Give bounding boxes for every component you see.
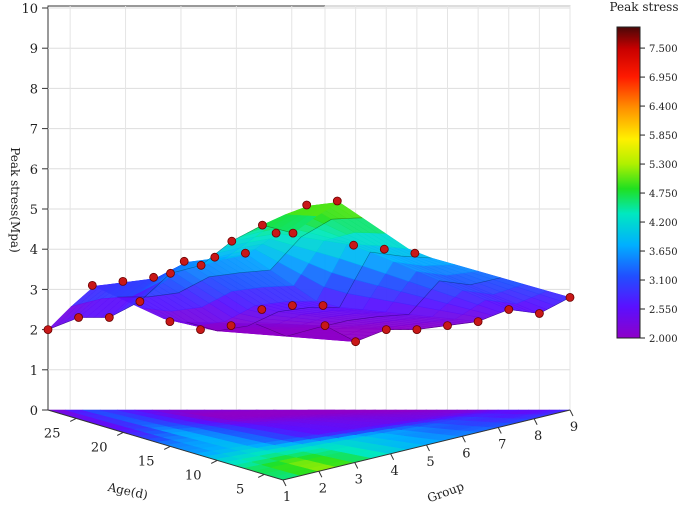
z-tick-label: 6 [30, 163, 38, 178]
age-tick-label: 5 [236, 482, 244, 497]
colorbar-tick-label: 6.400 [649, 102, 678, 113]
data-point [352, 338, 360, 346]
colorbar: Peak stress 2.000 2.550 3.100 3.650 4.200 4.7… [609, 0, 678, 345]
group-tick-label: 3 [355, 473, 363, 488]
z-tick-label: 9 [30, 42, 38, 57]
data-point [197, 261, 205, 269]
group-tick-mark [319, 471, 322, 477]
data-point [505, 306, 513, 314]
z-tick-label: 7 [30, 123, 38, 138]
age-tick-mark [70, 418, 76, 421]
colorbar-gradient [617, 27, 640, 338]
group-tick-mark [462, 436, 465, 442]
data-point [413, 326, 421, 334]
data-point [227, 322, 235, 330]
data-point [136, 298, 144, 306]
colorbar-tick-label: 3.650 [649, 247, 678, 258]
data-point [411, 249, 419, 257]
data-point [444, 322, 452, 330]
data-point [228, 237, 236, 245]
group-tick-label: 6 [462, 446, 470, 461]
age-tick-mark [117, 432, 123, 435]
age-tick-label: 25 [44, 426, 61, 441]
z-tick-label: 3 [30, 283, 38, 298]
colorbar-tick-label: 7.500 [649, 44, 678, 55]
data-point [350, 241, 358, 249]
colorbar-tick-label: 5.300 [649, 160, 678, 171]
colorbar-title: Peak stress [609, 0, 678, 14]
data-point [167, 269, 175, 277]
left-wall [48, 6, 325, 410]
data-point [258, 306, 266, 314]
data-point [566, 293, 574, 301]
group-tick-label: 7 [498, 438, 506, 453]
colorbar-tick-label: 2.000 [649, 334, 678, 345]
group-tick-label: 4 [390, 464, 398, 479]
surface-mesh [48, 202, 570, 342]
y-axis-label: Group [425, 479, 466, 505]
colorbar-tick-label: 6.950 [649, 73, 678, 84]
data-point [380, 245, 388, 253]
group-tick-mark [498, 428, 501, 434]
data-point [289, 229, 297, 237]
x-axis-label: Age(d) [106, 480, 150, 502]
z-tick-label: 8 [30, 82, 38, 97]
z-tick-label: 10 [21, 2, 38, 17]
data-point [211, 253, 219, 261]
axis-walls: 0 1 2 3 4 5 6 7 8 9 10 [21, 2, 570, 419]
group-tick-label: 8 [534, 429, 542, 444]
data-point [272, 229, 280, 237]
group-tick-label: 9 [570, 420, 578, 435]
group-tick-mark [534, 419, 537, 425]
data-point [88, 281, 96, 289]
data-point [150, 273, 158, 281]
age-tick-mark [211, 460, 217, 463]
data-point [180, 257, 188, 265]
group-tick-mark [391, 454, 394, 460]
group-tick-mark [427, 445, 430, 451]
data-point [241, 249, 249, 257]
group-tick-mark [570, 410, 573, 416]
data-point [119, 277, 127, 285]
data-point [319, 302, 327, 310]
age-tick-label: 10 [185, 468, 202, 483]
z-tick-label: 1 [30, 364, 38, 379]
age-tick-label: 15 [138, 454, 155, 469]
data-point [258, 221, 266, 229]
colorbar-tick-label: 2.550 [649, 305, 678, 316]
z-tick-label: 2 [30, 324, 38, 339]
z-tick-label: 0 [30, 404, 38, 419]
group-tick-label: 5 [426, 455, 434, 470]
data-point [382, 326, 390, 334]
data-point [303, 201, 311, 209]
colorbar-tick-label: 5.850 [649, 131, 678, 142]
colorbar-tick-label: 4.200 [649, 218, 678, 229]
data-point [197, 326, 205, 334]
colorbar-tick-label: 4.750 [649, 189, 678, 200]
data-point [105, 314, 113, 322]
colorbar-tick-label: 3.100 [649, 276, 678, 287]
data-point [288, 302, 296, 310]
data-point [474, 318, 482, 326]
data-point [75, 314, 83, 322]
age-tick-mark [258, 474, 264, 477]
data-point [535, 310, 543, 318]
data-point [333, 197, 341, 205]
z-tick-label: 5 [30, 203, 38, 218]
data-point [44, 326, 52, 334]
group-tick-mark [283, 480, 286, 486]
age-tick-label: 20 [91, 440, 108, 455]
group-tick-label: 1 [283, 490, 291, 505]
data-point [166, 318, 174, 326]
data-point [321, 322, 329, 330]
group-tick-mark [355, 463, 358, 469]
z-axis-label: Peak stress(Mpa) [8, 147, 22, 253]
age-tick-mark [164, 446, 170, 449]
group-tick-label: 2 [319, 481, 327, 496]
z-tick-label: 4 [30, 243, 38, 258]
